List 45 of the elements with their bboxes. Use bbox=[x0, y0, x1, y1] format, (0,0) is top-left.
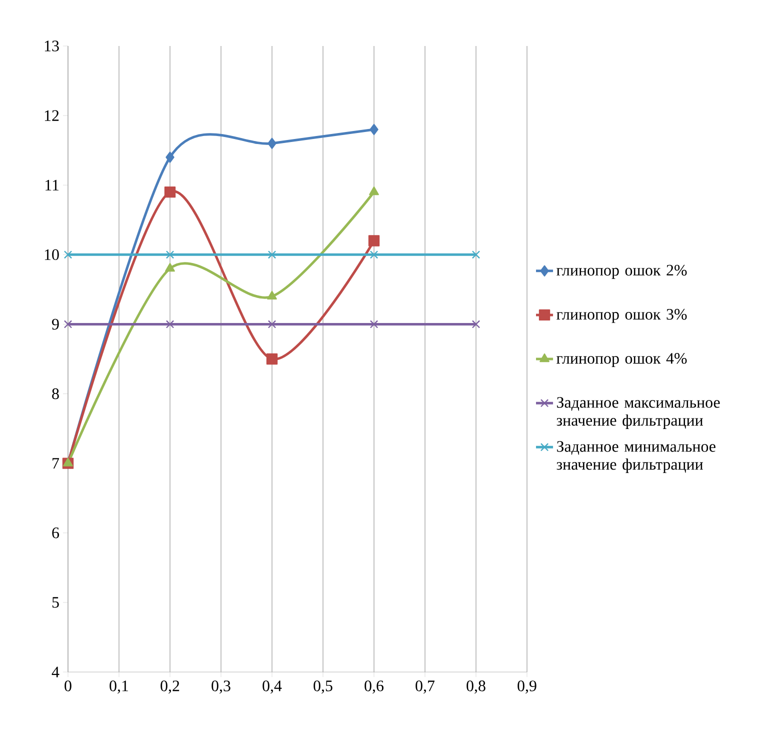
point bbox=[166, 320, 174, 328]
point bbox=[266, 353, 278, 365]
y-tick-label: 4 bbox=[52, 666, 60, 678]
x-tick-label: 0,1 bbox=[110, 680, 128, 694]
point bbox=[369, 186, 379, 196]
y-tick-label: 7 bbox=[52, 458, 60, 469]
point bbox=[268, 138, 276, 149]
point bbox=[64, 250, 72, 259]
point bbox=[166, 250, 174, 259]
point bbox=[268, 250, 276, 259]
y-tick-label: 5 bbox=[52, 597, 59, 608]
point bbox=[63, 458, 73, 466]
y-tick-label: 8 bbox=[52, 388, 59, 400]
legend-label: Заданное минимальное значение фильтрации bbox=[556, 441, 716, 473]
point bbox=[64, 320, 72, 328]
point bbox=[370, 124, 378, 136]
point bbox=[166, 152, 174, 163]
y-tick-label: 11 bbox=[46, 180, 59, 190]
x-tick-label: 0,3 bbox=[212, 680, 230, 694]
point bbox=[472, 250, 480, 259]
legend-label: глинопор ошок 4% bbox=[556, 353, 687, 367]
y-tick-label: 6 bbox=[52, 528, 60, 538]
point bbox=[370, 250, 378, 259]
point bbox=[370, 320, 378, 328]
point bbox=[368, 235, 380, 246]
legend-label: глинопор ошок 2% bbox=[556, 264, 687, 279]
x-tick-label: 0,4 bbox=[262, 680, 282, 694]
point bbox=[267, 290, 277, 300]
x-tick-label: 0,7 bbox=[416, 680, 435, 694]
x-tick-label: 0,9 bbox=[518, 680, 536, 694]
x-tick-label: 0,8 bbox=[466, 680, 486, 694]
y-tick-label: 10 bbox=[44, 249, 59, 260]
point bbox=[268, 320, 276, 328]
y-tick-label: 12 bbox=[44, 110, 59, 121]
y-tick-label: 13 bbox=[44, 40, 59, 52]
x-tick-label: 0,6 bbox=[364, 680, 384, 694]
legend-label: Заданное максимальное значение фильтрации bbox=[556, 397, 720, 429]
point bbox=[472, 320, 480, 328]
x-tick-label: 0 bbox=[64, 680, 72, 692]
x-tick-label: 0,5 bbox=[314, 680, 332, 694]
point bbox=[164, 186, 176, 198]
point bbox=[165, 262, 175, 272]
x-tick-label: 0,2 bbox=[160, 680, 180, 694]
legend-label: глинопор ошок 3% bbox=[556, 308, 687, 323]
y-tick-label: 9 bbox=[52, 318, 59, 330]
